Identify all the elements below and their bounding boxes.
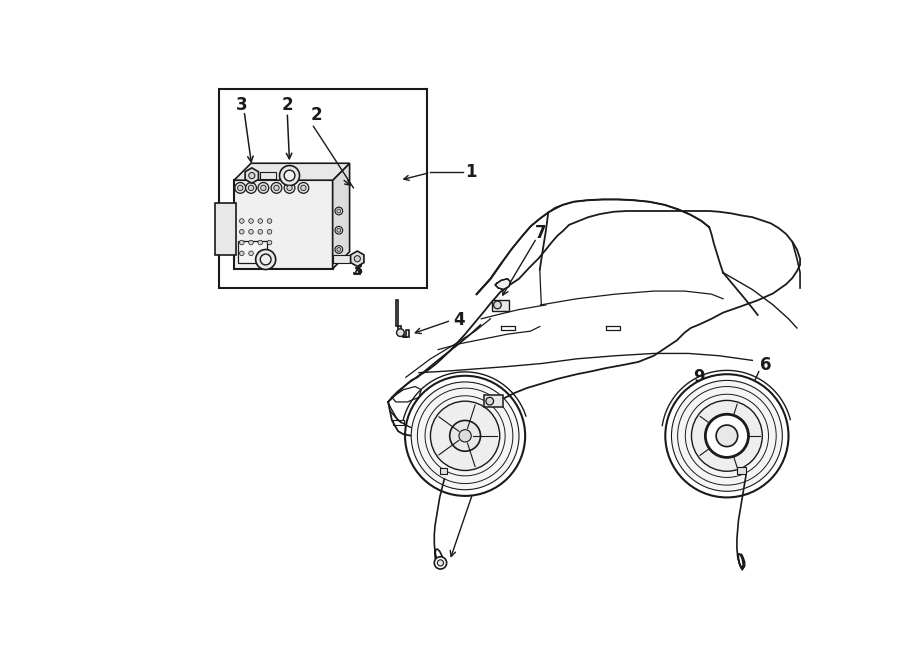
Text: 3: 3 xyxy=(352,261,363,280)
Bar xyxy=(440,468,447,475)
Circle shape xyxy=(267,240,272,245)
Circle shape xyxy=(435,557,446,569)
Circle shape xyxy=(337,209,341,213)
Bar xyxy=(333,255,349,262)
Circle shape xyxy=(337,228,341,232)
Text: 4: 4 xyxy=(454,311,465,329)
Circle shape xyxy=(430,401,500,471)
Circle shape xyxy=(239,219,244,223)
Circle shape xyxy=(691,401,762,471)
Circle shape xyxy=(258,251,263,256)
Circle shape xyxy=(248,229,254,234)
Circle shape xyxy=(258,240,263,245)
Circle shape xyxy=(405,375,526,496)
Circle shape xyxy=(239,229,244,234)
Circle shape xyxy=(248,251,254,256)
Circle shape xyxy=(450,420,481,451)
Circle shape xyxy=(267,219,272,223)
Text: 2: 2 xyxy=(310,106,322,124)
Bar xyxy=(259,172,276,179)
Circle shape xyxy=(298,182,309,193)
Circle shape xyxy=(459,430,472,442)
Circle shape xyxy=(486,397,493,405)
Circle shape xyxy=(287,185,292,190)
Circle shape xyxy=(261,185,266,190)
Circle shape xyxy=(248,219,254,223)
Circle shape xyxy=(267,229,272,234)
Circle shape xyxy=(239,240,244,245)
Circle shape xyxy=(235,182,246,193)
Polygon shape xyxy=(396,299,409,337)
Text: 2: 2 xyxy=(282,96,293,114)
Circle shape xyxy=(337,248,341,251)
Bar xyxy=(234,180,333,269)
Circle shape xyxy=(284,170,295,181)
Circle shape xyxy=(258,229,263,234)
Text: 7: 7 xyxy=(535,223,546,241)
Text: 2: 2 xyxy=(243,250,255,268)
Text: 3: 3 xyxy=(236,96,248,114)
Circle shape xyxy=(271,182,282,193)
Circle shape xyxy=(355,256,360,262)
Circle shape xyxy=(671,380,782,491)
Bar xyxy=(219,89,427,288)
Circle shape xyxy=(258,182,269,193)
Circle shape xyxy=(493,301,501,309)
Bar xyxy=(484,395,503,407)
Circle shape xyxy=(411,382,519,490)
Circle shape xyxy=(301,185,306,190)
Circle shape xyxy=(256,249,275,270)
Circle shape xyxy=(260,254,271,265)
Circle shape xyxy=(710,419,743,453)
Bar xyxy=(215,202,237,255)
Text: 6: 6 xyxy=(760,356,771,374)
Circle shape xyxy=(720,429,733,443)
Polygon shape xyxy=(234,163,349,180)
Text: 1: 1 xyxy=(465,163,477,182)
Circle shape xyxy=(284,182,295,193)
Circle shape xyxy=(274,185,279,190)
Polygon shape xyxy=(333,163,349,269)
Circle shape xyxy=(335,226,343,234)
Circle shape xyxy=(248,173,255,178)
Circle shape xyxy=(335,207,343,215)
Circle shape xyxy=(716,425,738,447)
Circle shape xyxy=(267,251,272,256)
Bar xyxy=(238,241,267,262)
Circle shape xyxy=(280,165,300,186)
Circle shape xyxy=(665,374,788,498)
Bar xyxy=(492,299,509,311)
Circle shape xyxy=(397,329,404,336)
Circle shape xyxy=(335,246,343,253)
Circle shape xyxy=(258,219,263,223)
Polygon shape xyxy=(351,251,364,266)
Polygon shape xyxy=(245,168,258,183)
Circle shape xyxy=(239,251,244,256)
Polygon shape xyxy=(495,279,510,290)
Circle shape xyxy=(238,185,243,190)
Text: 8: 8 xyxy=(492,437,504,455)
Circle shape xyxy=(437,560,444,566)
Text: 5: 5 xyxy=(512,437,524,455)
Text: 9: 9 xyxy=(693,368,705,385)
Circle shape xyxy=(246,182,256,193)
Circle shape xyxy=(248,185,254,190)
Circle shape xyxy=(248,240,254,245)
Bar xyxy=(737,467,746,475)
Circle shape xyxy=(706,414,749,457)
